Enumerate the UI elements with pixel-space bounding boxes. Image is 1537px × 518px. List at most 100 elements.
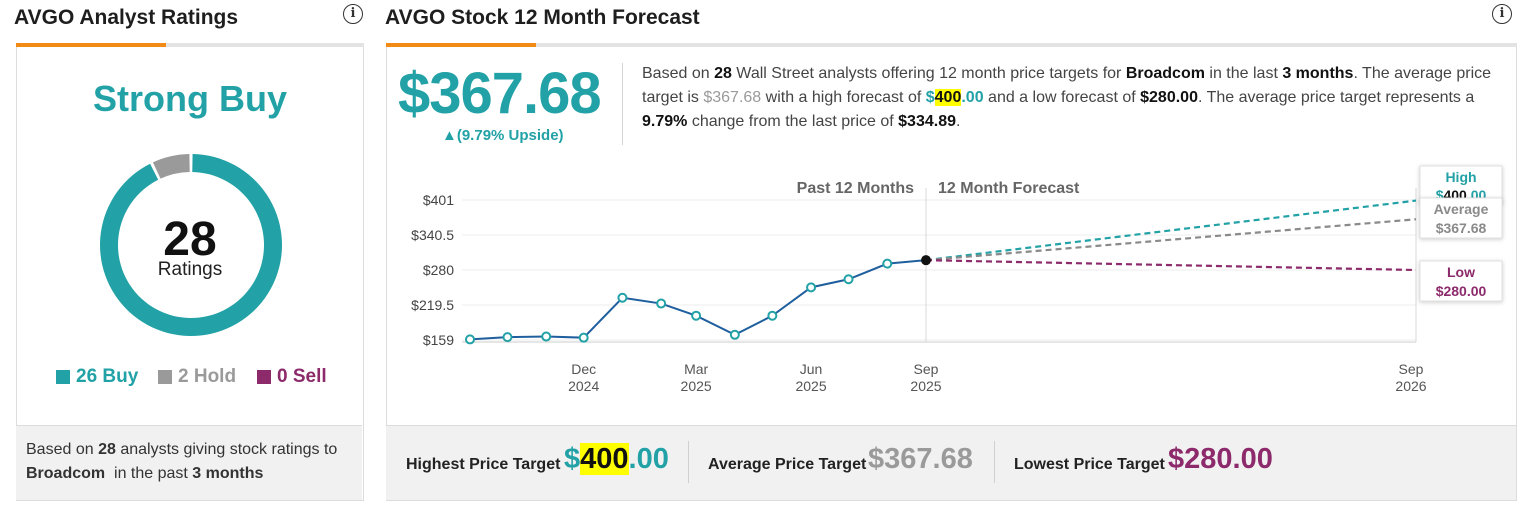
forecast-card-topbar <box>386 43 1517 47</box>
desc-text: Based on <box>642 65 715 82</box>
history-point <box>729 329 740 340</box>
desc-period: 3 months <box>1282 65 1354 82</box>
forecast-average-line <box>925 218 1417 262</box>
forecast-panel-title: AVGO Stock 12 Month Forecast <box>385 6 700 29</box>
hold-swatch <box>158 370 172 384</box>
desc-text: Wall Street analysts offering 12 month p… <box>731 65 1126 82</box>
desc-low: $280.00 <box>1140 89 1198 106</box>
forecast-info-icon[interactable]: i <box>1492 4 1512 24</box>
history-line <box>469 259 927 341</box>
target-separator <box>688 441 689 483</box>
high-prefix: $ <box>564 443 581 475</box>
history-point <box>882 258 893 269</box>
x-tick-month: Sep <box>1399 361 1424 377</box>
current-price-point <box>921 255 931 266</box>
consensus-rating: Strong Buy <box>93 78 287 119</box>
legend-hold: 2 Hold <box>158 366 236 388</box>
legend-hold-label: 2 Hold <box>178 366 237 387</box>
lowest-target-label: Lowest Price Target <box>1014 456 1165 473</box>
legend-buy: 26 Buy <box>56 366 138 388</box>
callout-box <box>1419 197 1503 239</box>
history-point <box>578 332 589 343</box>
ratings-footer-text: Based on 28 analysts giving stock rating… <box>26 438 362 486</box>
desc-last-price: $334.89 <box>898 113 956 130</box>
desc-analysts: 28 <box>714 65 732 82</box>
forecast-label: 12 Month Forecast <box>938 180 1080 197</box>
history-point <box>806 282 817 293</box>
y-tick-label: $401 <box>423 192 454 208</box>
lowest-target-value: $280.00 <box>1168 443 1273 475</box>
forecast-low-callout: Low $280.00 <box>1419 260 1503 302</box>
average-target-value: $367.68 <box>868 443 973 475</box>
highest-target-value: $400.00 <box>564 443 669 476</box>
desc-text: with a high forecast of <box>761 89 926 106</box>
x-tick-year: 2025 <box>795 378 826 394</box>
low-callout-label: Low <box>1447 264 1475 280</box>
average-target-label: Average Price Target <box>708 456 867 473</box>
price-forecast-chart: $401 $340.5 $280 $219.5 $159 Past 12 Months 12… <box>411 165 1503 394</box>
low-callout-value: $280.00 <box>1436 283 1487 299</box>
desc-high-suffix: .00 <box>961 89 984 106</box>
desc-text: change from the last price of <box>687 113 899 130</box>
buy-swatch <box>56 370 70 384</box>
callout-box <box>1419 260 1503 302</box>
footer-middle: analysts giving stock ratings to <box>120 441 338 458</box>
desc-text: in the last <box>1204 65 1283 82</box>
history-point <box>691 310 702 321</box>
desc-high-prefix: $ <box>925 89 935 106</box>
y-tick-label: $159 <box>423 332 454 348</box>
x-tick-year: 2025 <box>681 378 712 394</box>
y-tick-label: $340.5 <box>411 227 454 243</box>
desc-change: 9.79% <box>642 113 688 130</box>
average-callout-value: $367.68 <box>1436 220 1487 236</box>
history-point <box>617 292 628 303</box>
footer-prefix: Based on <box>26 441 94 458</box>
summary-divider <box>622 63 623 145</box>
ratings-panel-title: AVGO Analyst Ratings <box>14 6 239 29</box>
high-callout-prefix: $ <box>1436 187 1444 203</box>
desc-text: and a low forecast of <box>983 89 1141 106</box>
forecast-average-callout: Average $367.68 <box>1419 197 1503 239</box>
y-tick-label: $280 <box>423 262 454 278</box>
legend-buy-label: 26 Buy <box>76 366 139 387</box>
target-separator <box>994 441 995 483</box>
desc-text: . The average price target is <box>642 65 1492 106</box>
ratings-card-accent <box>16 43 166 47</box>
forecast-high-line <box>925 199 1417 262</box>
desc-text: . <box>956 113 961 130</box>
ratings-card <box>16 44 364 501</box>
desc-avg: $367.68 <box>703 89 762 106</box>
ratings-donut <box>99 154 282 336</box>
high-suffix: .00 <box>628 443 669 475</box>
legend-sell: 0 Sell <box>257 366 327 388</box>
x-tick-year: 2026 <box>1395 378 1426 394</box>
forecast-low-line <box>925 259 1417 272</box>
desc-company: Broadcom <box>1125 65 1205 82</box>
x-tick-month: Jun <box>800 361 823 377</box>
ratings-content: Strong Buy 28 Ratings 26 Buy 2 Hold 0 Se… <box>16 0 364 420</box>
history-point <box>541 331 552 342</box>
legend-sell-label: 0 Sell <box>277 366 327 387</box>
x-tick-year: 2025 <box>910 378 941 394</box>
high-callout-label: High <box>1445 169 1476 185</box>
desc-text: . The average price target represents a <box>1197 89 1475 106</box>
ratings-info-icon[interactable]: i <box>343 4 363 24</box>
ratings-total: 28 <box>163 213 217 266</box>
footer-company: Broadcom <box>26 465 106 482</box>
average-price-target: $367.68 <box>398 61 602 126</box>
x-tick-month: Dec <box>571 361 596 377</box>
upside-indicator: ▲(9.79% Upside) <box>442 127 564 144</box>
forecast-description: Based on 28 Wall Street analysts offerin… <box>642 62 1502 134</box>
desc-high: $400.00 <box>926 89 984 106</box>
forecast-card-accent <box>386 43 536 47</box>
footer-suffix: in the past <box>114 465 188 482</box>
price-targets-bar <box>386 425 1516 500</box>
ratings-total-label: Ratings <box>157 259 223 280</box>
history-point <box>656 298 667 309</box>
x-tick-year: 2024 <box>568 378 599 394</box>
history-point <box>767 310 778 321</box>
high-highlight: 400 <box>580 443 629 475</box>
ratings-footer: Based on 28 analysts giving stock rating… <box>16 425 362 500</box>
highest-target-label: Highest Price Target <box>406 456 561 473</box>
desc-high-highlight: 400 <box>934 89 962 106</box>
